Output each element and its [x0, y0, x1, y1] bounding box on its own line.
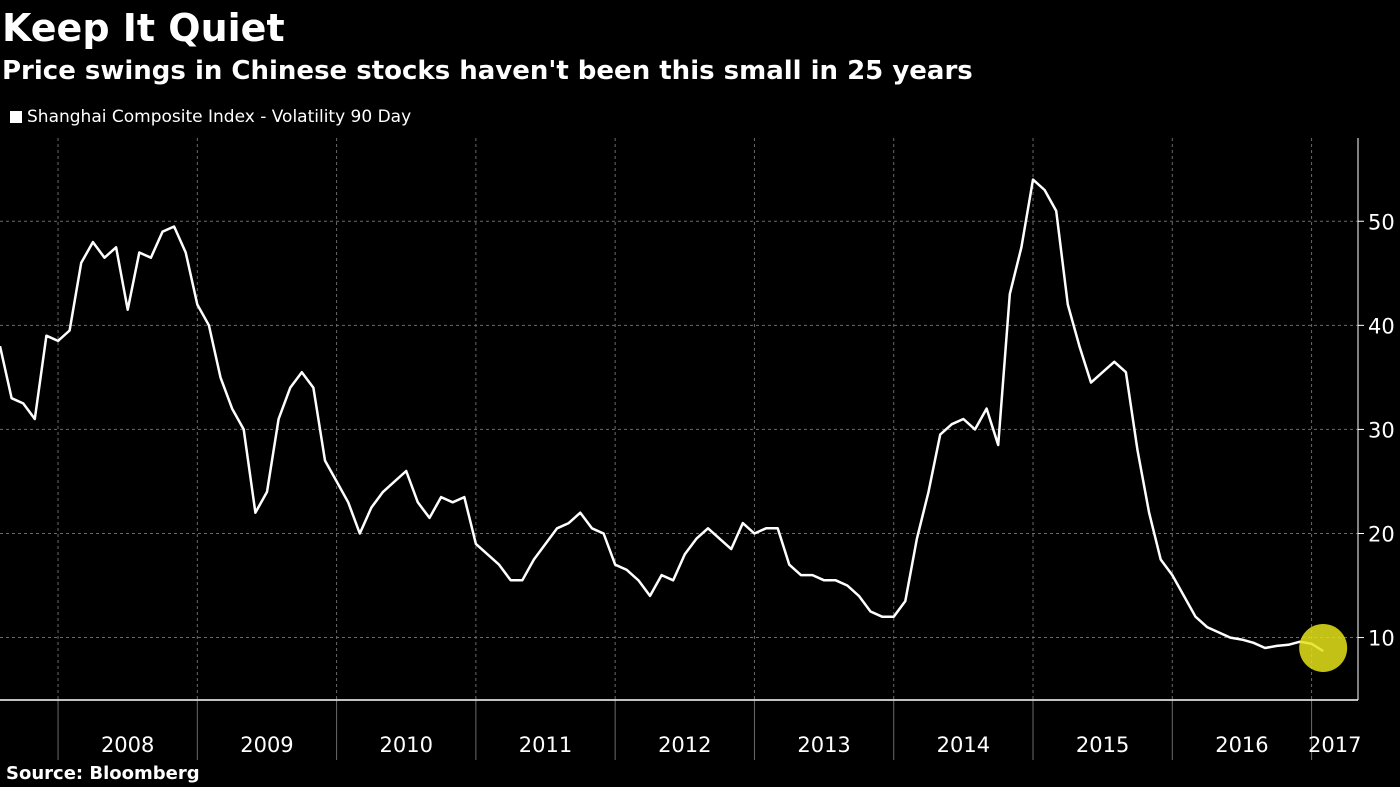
x-tick-label: 2017 — [1308, 733, 1361, 757]
y-tick-label: 30 — [1368, 418, 1395, 442]
chart-title: Keep It Quiet — [2, 6, 285, 50]
y-tick-label: 40 — [1368, 314, 1395, 338]
legend-swatch — [10, 111, 22, 123]
x-tick-label: 2013 — [797, 733, 850, 757]
x-tick-label: 2016 — [1215, 733, 1268, 757]
x-tick-label: 2010 — [380, 733, 433, 757]
chart-subtitle: Price swings in Chinese stocks haven't b… — [2, 56, 973, 86]
x-tick-label: 2012 — [658, 733, 711, 757]
legend-label: Shanghai Composite Index - Volatility 90… — [27, 107, 412, 127]
legend: Shanghai Composite Index - Volatility 90… — [10, 106, 411, 128]
highlight-marker — [1299, 623, 1348, 672]
x-tick-label: 2009 — [240, 733, 293, 757]
x-tick-label: 2015 — [1076, 733, 1129, 757]
y-tick-label: 50 — [1368, 210, 1395, 234]
source-note: Source: Bloomberg — [6, 763, 200, 784]
x-tick-label: 2011 — [519, 733, 572, 757]
y-tick-label: 10 — [1368, 627, 1395, 651]
y-tick-label: 20 — [1368, 522, 1395, 546]
x-tick-label: 2008 — [101, 733, 154, 757]
x-tick-label: 2014 — [937, 733, 990, 757]
volatility-series-line — [0, 178, 1324, 653]
